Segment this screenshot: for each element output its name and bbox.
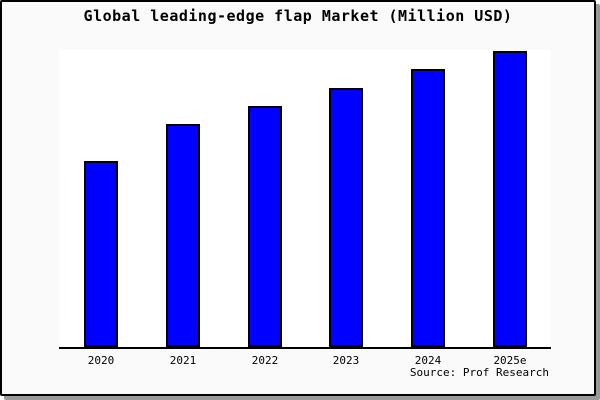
x-tick-label-2025e: 2025e [493,354,527,367]
x-tick-label-2021: 2021 [169,354,197,367]
bar-2021 [166,124,200,347]
bar-2022 [248,106,282,347]
chart-title: Global leading-edge flap Market (Million… [83,7,513,25]
source-note: Source: Prof Research [409,366,549,379]
x-tick-label-2024: 2024 [414,354,442,367]
bar-2020 [84,161,118,347]
x-tick-label-2023: 2023 [332,354,360,367]
bar-2025e [493,51,527,347]
plot-area [59,50,551,349]
bar-2023 [329,88,363,347]
x-axis-labels: 2020 2021 2022 2023 2024 2025e [59,354,551,370]
x-tick-label-2022: 2022 [251,354,279,367]
bar-2024 [411,69,445,347]
x-tick-label-2020: 2020 [87,354,115,367]
